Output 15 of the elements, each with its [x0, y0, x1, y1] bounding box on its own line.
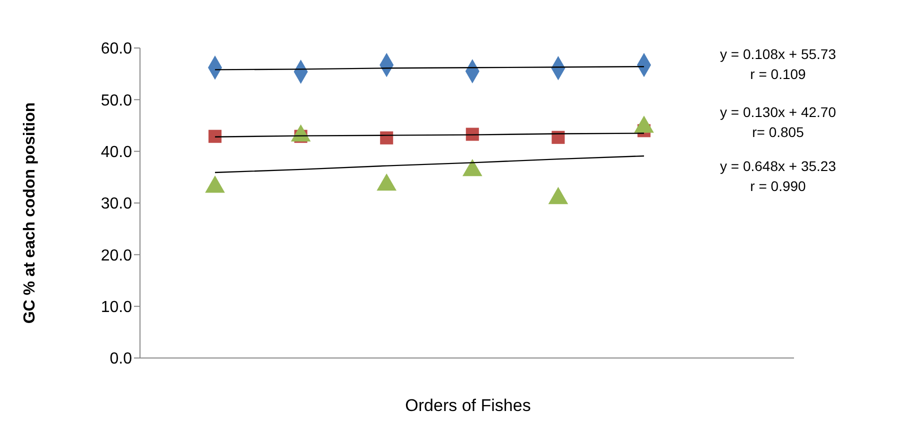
x-axis-title: Orders of Fishes: [404, 396, 532, 416]
y-tick-label: 10.0: [100, 299, 132, 316]
text: r = 0.990: [749, 178, 807, 194]
y-tick-label: 50.0: [100, 92, 132, 110]
text: y = 0.130x + 42.70: [719, 104, 837, 120]
text: y = 0.108x + 55.73: [719, 46, 837, 62]
y-tick-label: 40.0: [100, 144, 132, 162]
y-tick-label: 60.0: [100, 40, 132, 58]
y-tick-label: 20.0: [100, 247, 132, 264]
y-axis-title: GC % at each codon position: [22, 102, 40, 324]
text: r= 0.805: [751, 124, 805, 140]
text: y = 0.648x + 35.23: [719, 158, 837, 174]
y-tick-label: 30.0: [100, 196, 132, 213]
y-tick-label: 0.0: [110, 350, 132, 368]
text: r = 0.109: [749, 66, 807, 82]
